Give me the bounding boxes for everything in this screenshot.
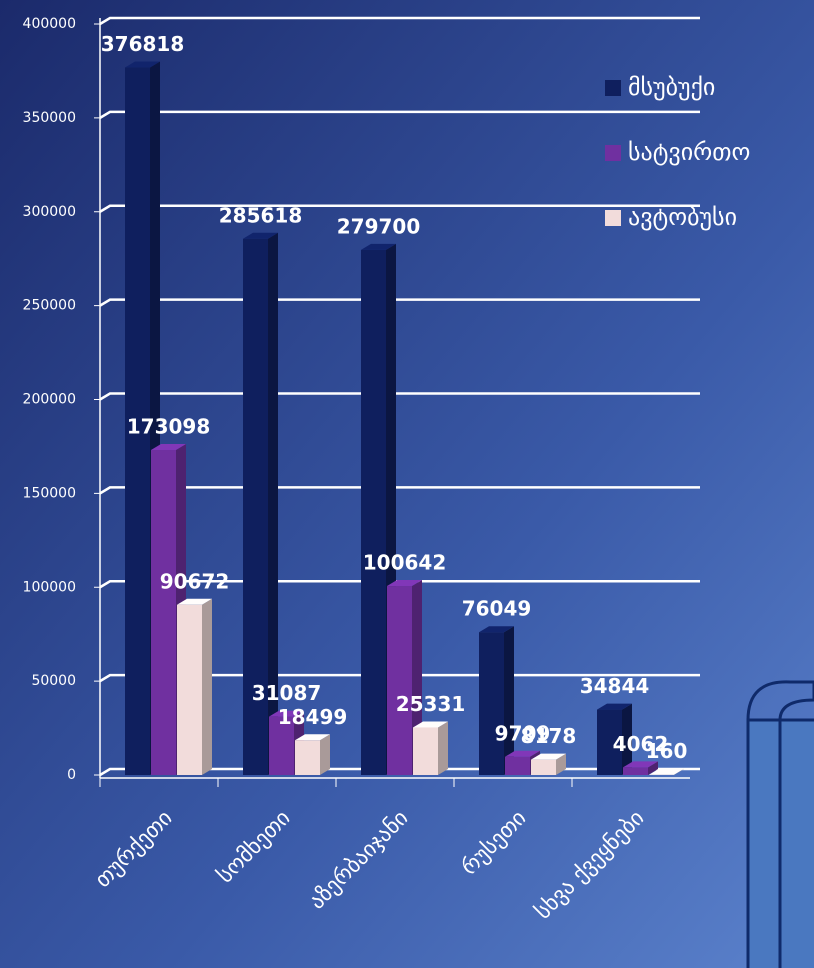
value-label: 34844 bbox=[580, 674, 650, 698]
bar bbox=[623, 767, 648, 775]
y-tick-label: 0 bbox=[67, 767, 76, 783]
legend-swatch bbox=[605, 210, 621, 226]
value-label: 100642 bbox=[363, 551, 447, 575]
bar bbox=[531, 760, 556, 775]
value-label: 279700 bbox=[337, 214, 421, 238]
bar-side bbox=[202, 599, 212, 775]
bar bbox=[413, 727, 438, 775]
bar bbox=[151, 450, 176, 775]
bar-side bbox=[438, 721, 448, 775]
value-label: 173098 bbox=[127, 415, 211, 439]
bar bbox=[387, 586, 412, 775]
chart: 0 50000 100000 150000 200000 250000 300000 3500… bbox=[0, 0, 814, 968]
value-label: 31087 bbox=[252, 681, 322, 705]
value-label: 76049 bbox=[462, 597, 532, 621]
bar-side bbox=[320, 734, 330, 775]
bar bbox=[505, 757, 530, 775]
y-tick-label: 350000 bbox=[23, 110, 76, 126]
scroll-decoration bbox=[748, 682, 814, 968]
y-tick-label: 100000 bbox=[23, 579, 76, 595]
legend-label: მსუბუქი bbox=[628, 73, 715, 101]
value-label: 18499 bbox=[278, 705, 348, 729]
bar bbox=[295, 740, 320, 775]
bar bbox=[361, 250, 386, 775]
value-label: 160 bbox=[646, 739, 688, 763]
y-tick-label: 200000 bbox=[23, 392, 76, 408]
value-label: 285618 bbox=[219, 203, 303, 227]
value-label: 90672 bbox=[160, 569, 230, 593]
legend-label: სატვირთო bbox=[628, 138, 750, 166]
bar bbox=[479, 632, 504, 775]
y-tick-label: 250000 bbox=[23, 298, 76, 314]
y-tick-label: 50000 bbox=[31, 673, 76, 689]
y-tick-label: 300000 bbox=[23, 204, 76, 220]
legend-label: ავტობუსი bbox=[628, 203, 737, 231]
legend-swatch bbox=[605, 145, 621, 161]
y-tick-label: 150000 bbox=[23, 485, 76, 501]
bar bbox=[177, 605, 202, 775]
value-label: 376818 bbox=[101, 32, 185, 56]
legend-swatch bbox=[605, 80, 621, 96]
value-label: 25331 bbox=[396, 692, 466, 716]
value-label: 8178 bbox=[521, 724, 577, 748]
y-tick-label: 400000 bbox=[23, 16, 76, 32]
